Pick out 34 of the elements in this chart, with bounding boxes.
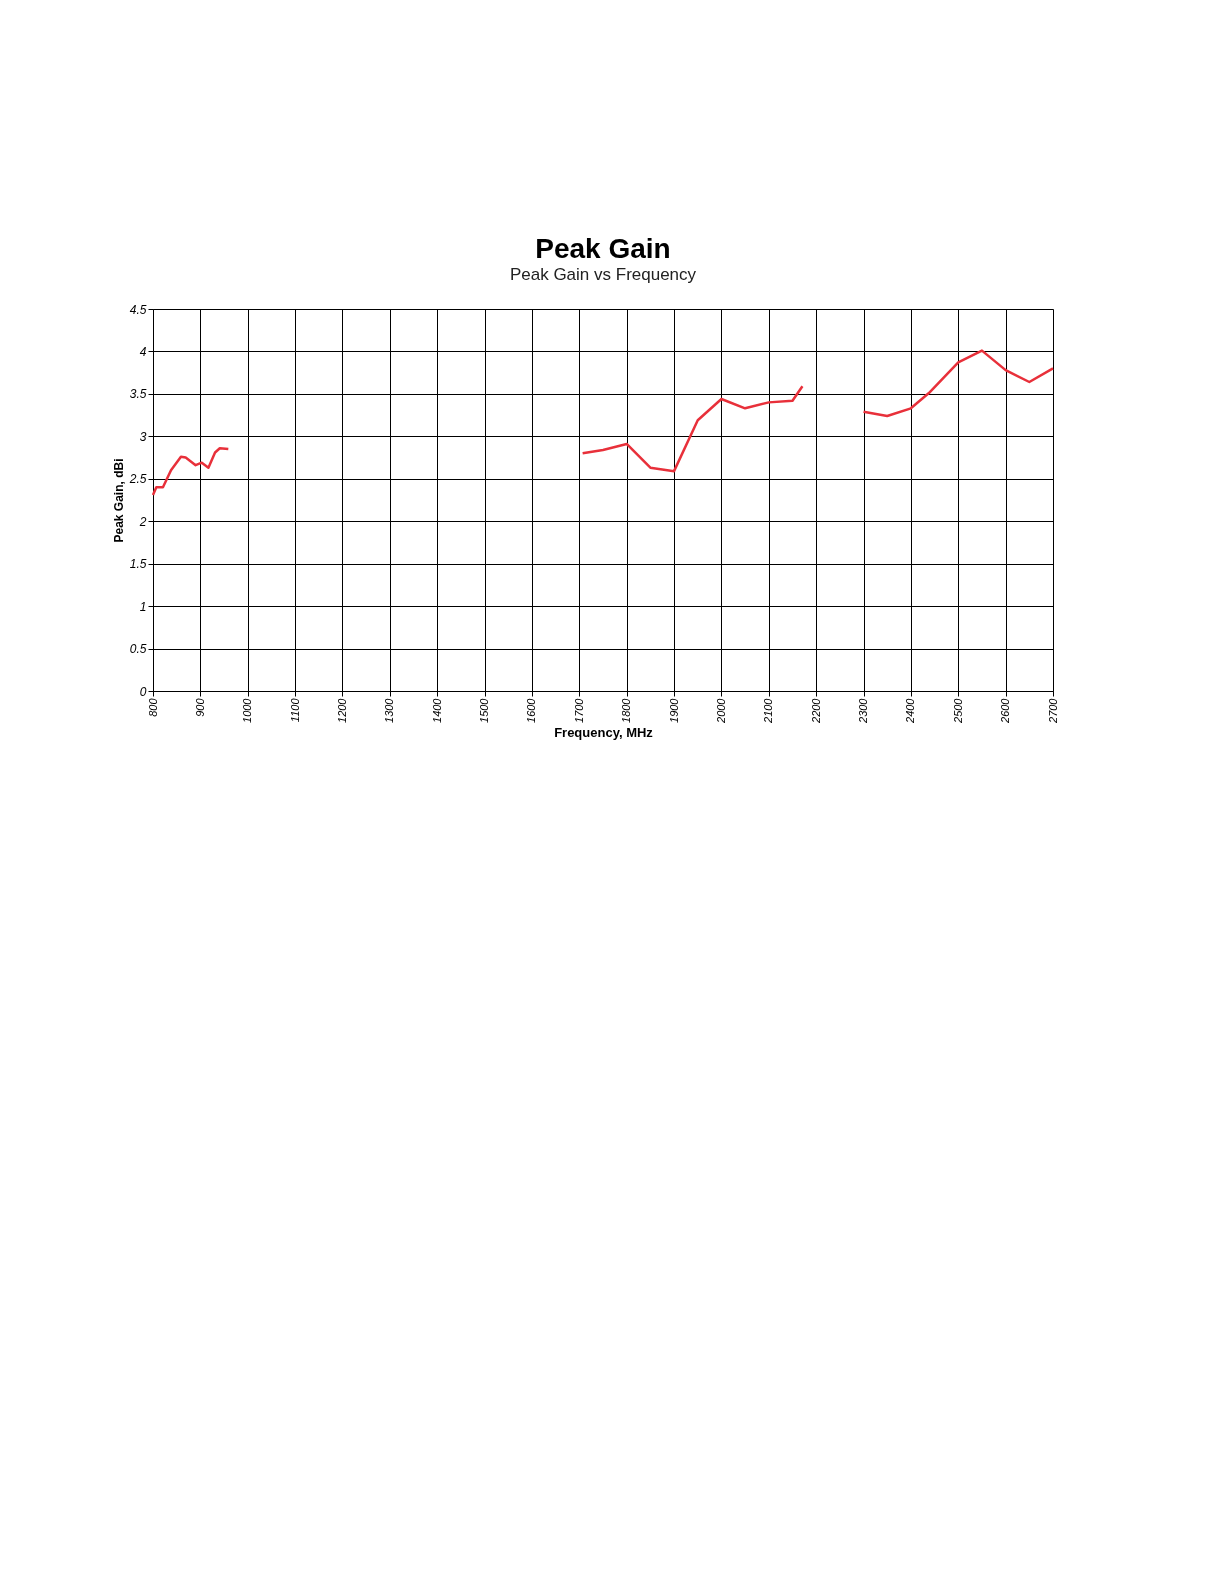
x-tick-label: 1100 (288, 697, 301, 723)
chart-subtitle: Peak Gain vs Frequency (509, 265, 697, 284)
x-tick-label: 800 (146, 697, 159, 717)
y-axis-title: Peak Gain, dBi (111, 458, 126, 543)
y-tick-label: 4 (139, 344, 147, 359)
x-tick-label: 1200 (335, 697, 348, 723)
x-axis-title: Frequency, MHz (554, 724, 654, 740)
x-tick-label: 1400 (430, 697, 443, 723)
x-tick-label: 2600 (999, 697, 1012, 724)
x-tick-label: 1900 (667, 697, 680, 723)
y-tick-label: 1.5 (129, 557, 147, 572)
y-tick-label: 4.5 (129, 302, 147, 317)
x-tick-label: 2700 (1046, 697, 1059, 724)
y-tick-label: 3 (139, 429, 147, 444)
x-tick-label: 1500 (478, 697, 491, 723)
x-tick-label: 2000 (714, 697, 727, 724)
x-tick-label: 1600 (525, 697, 538, 723)
x-tick-label: 1300 (383, 697, 396, 723)
y-tick-label: 2 (138, 514, 147, 529)
x-tick-label: 1700 (572, 697, 585, 723)
x-tick-label: 2500 (951, 697, 964, 724)
x-tick-label: 2400 (904, 697, 917, 724)
y-tick-label: 0 (139, 684, 147, 699)
y-tick-label: 3.5 (129, 387, 147, 402)
x-tick-label: 900 (193, 697, 206, 717)
chart-title: Peak Gain (535, 233, 671, 264)
x-tick-label: 1800 (620, 697, 633, 723)
x-tick-label: 2100 (762, 697, 775, 724)
y-tick-label: 0.5 (129, 642, 147, 657)
x-tick-label: 2200 (809, 697, 822, 724)
y-tick-label: 1 (139, 599, 147, 614)
y-tick-label: 2.5 (128, 472, 147, 487)
x-tick-label: 1000 (241, 697, 254, 723)
x-tick-label: 2300 (857, 697, 870, 724)
